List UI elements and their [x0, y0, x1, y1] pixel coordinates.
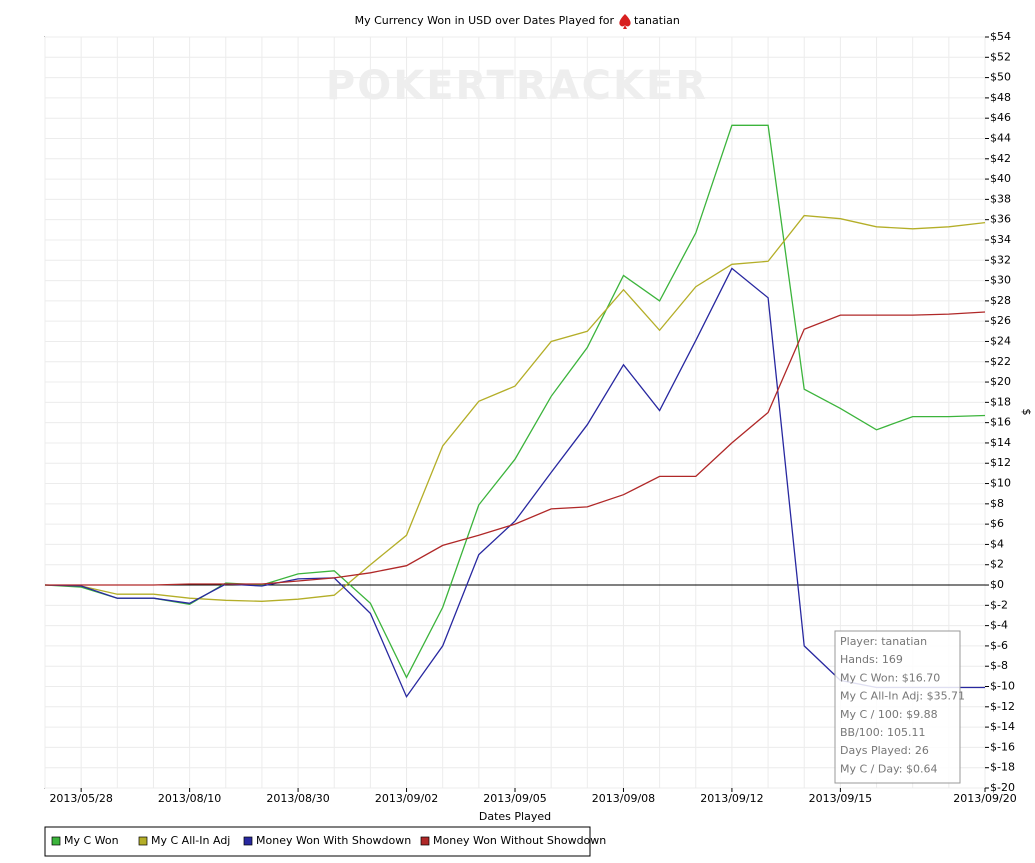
- y-tick-label: $26: [990, 314, 1011, 327]
- spade-icon: [619, 14, 631, 29]
- y-tick-label: $46: [990, 111, 1011, 124]
- y-tick-label: $-2: [990, 598, 1008, 611]
- x-tick-label: 2013/09/05: [483, 792, 546, 805]
- legend-label: My C All-In Adj: [151, 834, 230, 847]
- y-tick-label: $-16: [990, 740, 1015, 753]
- y-tick-label: $-10: [990, 680, 1015, 693]
- y-tick-label: $-20: [990, 781, 1015, 794]
- y-tick-label: $42: [990, 152, 1011, 165]
- info-line: Hands: 169: [840, 653, 903, 666]
- y-tick-label: $6: [990, 517, 1004, 530]
- y-tick-label: $8: [990, 497, 1004, 510]
- y-tick-label: $14: [990, 436, 1011, 449]
- y-tick-label: $34: [990, 233, 1011, 246]
- legend-swatch: [51, 836, 61, 846]
- y-tick-label: $54: [990, 30, 1011, 43]
- y-tick-label: $10: [990, 477, 1011, 490]
- y-tick-label: $38: [990, 192, 1011, 205]
- y-tick-label: $-18: [990, 761, 1015, 774]
- legend-label: Money Won With Showdown: [256, 834, 411, 847]
- x-tick-label: 2013/09/08: [592, 792, 655, 805]
- y-tick-label: $44: [990, 131, 1011, 144]
- player-name: tanatian: [634, 14, 680, 27]
- y-tick-label: $22: [990, 355, 1011, 368]
- chart-title: My Currency Won in USD over Dates Played…: [355, 14, 615, 27]
- x-tick-label: 2013/08/10: [158, 792, 221, 805]
- y-tick-label: $12: [990, 456, 1011, 469]
- y-tick-label: $-14: [990, 720, 1015, 733]
- x-tick-label: 2013/05/28: [49, 792, 112, 805]
- y-tick-label: $20: [990, 375, 1011, 388]
- y-tick-label: $40: [990, 172, 1011, 185]
- y-tick-label: $30: [990, 274, 1011, 287]
- y-tick-label: $16: [990, 416, 1011, 429]
- info-line: My C / Day: $0.64: [840, 762, 938, 775]
- legend-label: Money Won Without Showdown: [433, 834, 606, 847]
- y-tick-label: $28: [990, 294, 1011, 307]
- y-tick-label: $50: [990, 71, 1011, 84]
- y-tick-label: $-6: [990, 639, 1008, 652]
- x-tick-label: 2013/09/20: [953, 792, 1016, 805]
- y-tick-label: $48: [990, 91, 1011, 104]
- y-tick-label: $-4: [990, 619, 1008, 632]
- info-line: My C Won: $16.70: [840, 671, 940, 684]
- info-box: [834, 630, 961, 784]
- legend-swatch: [243, 836, 253, 846]
- legend-box: [44, 826, 591, 857]
- y-tick-label: $18: [990, 395, 1011, 408]
- x-tick-label: 2013/09/15: [809, 792, 872, 805]
- y-tick-label: $4: [990, 537, 1004, 550]
- info-line: BB/100: 105.11: [840, 726, 926, 739]
- info-line: My C / 100: $9.88: [840, 708, 938, 721]
- series-line: [44, 267, 985, 699]
- y-tick-label: $36: [990, 213, 1011, 226]
- info-line: Days Played: 26: [840, 744, 929, 757]
- legend-swatch: [420, 836, 430, 846]
- y-tick-label: $-8: [990, 659, 1008, 672]
- legend-swatch: [138, 836, 148, 846]
- x-tick-label: 2013/09/12: [700, 792, 763, 805]
- x-axis-label: Dates Played: [479, 810, 551, 823]
- watermark: POKERTRACKER: [326, 63, 708, 109]
- x-tick-label: 2013/09/02: [375, 792, 438, 805]
- y-tick-label: $24: [990, 334, 1011, 347]
- info-line: My C All-In Adj: $35.71: [840, 690, 965, 703]
- y-tick-label: $2: [990, 558, 1004, 571]
- y-tick-label: $32: [990, 253, 1011, 266]
- y-tick-label: $-12: [990, 700, 1015, 713]
- legend-label: My C Won: [64, 834, 119, 847]
- series-line: [44, 214, 986, 602]
- info-line: Player: tanatian: [840, 635, 927, 648]
- y-tick-label: $52: [990, 50, 1011, 63]
- y-axis-label: $: [1020, 409, 1033, 416]
- y-tick-label: $0: [990, 578, 1004, 591]
- x-tick-label: 2013/08/30: [266, 792, 329, 805]
- series-line: [45, 311, 986, 586]
